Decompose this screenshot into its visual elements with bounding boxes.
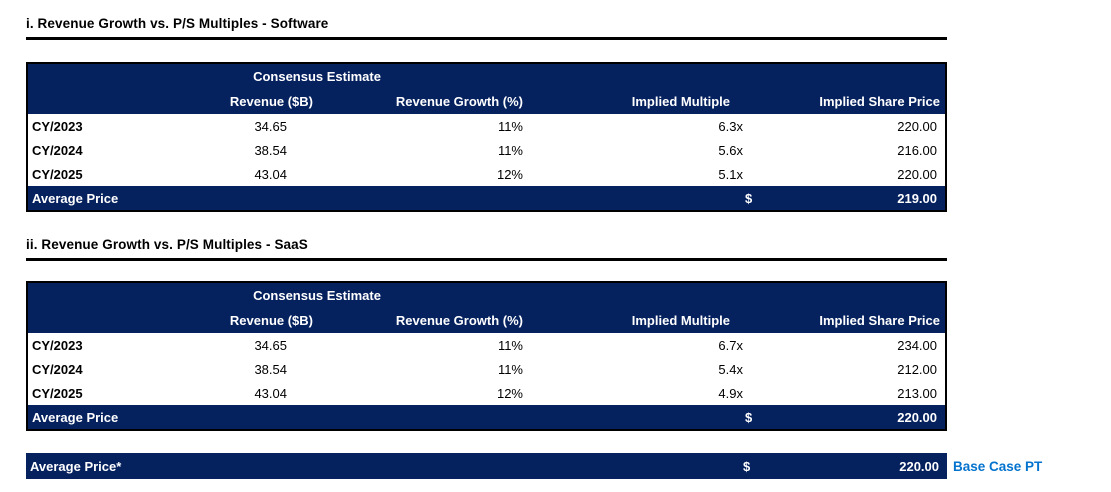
- col-header-multiple: Implied Multiple: [631, 94, 730, 109]
- cell-price: 220.00: [897, 118, 937, 134]
- table-row: CY/2024 38.54 11% 5.6x 216.00: [28, 138, 945, 162]
- col-header-price: Implied Share Price: [819, 94, 940, 109]
- group-header-label: Consensus Estimate: [253, 69, 381, 84]
- average-price-cell: $ 219.00: [745, 191, 945, 206]
- col-header-price: Implied Share Price: [819, 313, 940, 328]
- group-header-row: Consensus Estimate: [28, 64, 945, 89]
- row-label: CY/2025: [32, 385, 83, 401]
- average-price-label: Average Price: [32, 409, 119, 425]
- section-title-software: i. Revenue Growth vs. P/S Multiples - So…: [26, 16, 947, 40]
- blended-average-price-value: 220.00: [899, 458, 939, 474]
- cell-growth: 12%: [496, 385, 523, 401]
- table-row: CY/2025 43.04 12% 5.1x 220.00: [28, 162, 945, 186]
- cell-revenue: 38.54: [254, 142, 287, 158]
- row-label: CY/2023: [32, 118, 83, 134]
- col-header-revenue: Revenue ($B): [229, 94, 313, 109]
- blended-average-price-bar: Average Price* $ 220.00: [26, 453, 947, 479]
- base-case-pt-note: Base Case PT: [953, 458, 1043, 474]
- cell-multiple: 5.6x: [718, 142, 743, 158]
- col-header-multiple: Implied Multiple: [631, 313, 730, 328]
- table-row: CY/2023 34.65 11% 6.3x 220.00: [28, 114, 945, 138]
- cell-revenue: 38.54: [254, 361, 287, 377]
- row-label: CY/2023: [32, 337, 83, 353]
- column-header-row: Revenue ($B) Revenue Growth (%) Implied …: [28, 89, 945, 114]
- section-title-saas: ii. Revenue Growth vs. P/S Multiples - S…: [26, 237, 947, 261]
- average-price-cell: $ 220.00: [745, 410, 945, 425]
- cell-growth: 11%: [497, 142, 523, 158]
- cell-growth: 11%: [497, 118, 523, 134]
- cell-multiple: 6.3x: [718, 118, 743, 134]
- cell-price: 220.00: [897, 166, 937, 182]
- cell-multiple: 4.9x: [718, 385, 743, 401]
- cell-multiple: 6.7x: [718, 337, 743, 353]
- col-header-growth: Revenue Growth (%): [395, 313, 523, 328]
- cell-multiple: 5.1x: [718, 166, 743, 182]
- average-price-label: Average Price: [32, 190, 119, 206]
- row-label: CY/2025: [32, 166, 83, 182]
- average-price-value: 219.00: [897, 190, 937, 206]
- average-price-row: Average Price $ 220.00: [28, 405, 945, 429]
- col-header-growth: Revenue Growth (%): [395, 94, 523, 109]
- currency-symbol: $: [745, 409, 753, 425]
- blended-average-price-row: Average Price* $ 220.00: [26, 453, 947, 479]
- average-price-row: Average Price $ 219.00: [28, 186, 945, 210]
- cell-price: 212.00: [897, 361, 937, 377]
- cell-growth: 11%: [497, 337, 523, 353]
- table-row: CY/2024 38.54 11% 5.4x 212.00: [28, 357, 945, 381]
- cell-price: 234.00: [897, 337, 937, 353]
- software-table: Consensus Estimate Revenue ($B) Revenue …: [26, 62, 947, 212]
- blended-average-price-label: Average Price*: [30, 458, 122, 474]
- currency-symbol: $: [743, 458, 751, 474]
- cell-price: 216.00: [897, 142, 937, 158]
- cell-growth: 12%: [496, 166, 523, 182]
- blended-average-price-cell: $ 220.00: [743, 459, 947, 474]
- col-header-revenue: Revenue ($B): [229, 313, 313, 328]
- column-header-row: Revenue ($B) Revenue Growth (%) Implied …: [28, 308, 945, 333]
- row-label: CY/2024: [32, 142, 83, 158]
- cell-revenue: 34.65: [254, 118, 287, 134]
- cell-multiple: 5.4x: [718, 361, 743, 377]
- currency-symbol: $: [745, 190, 753, 206]
- cell-revenue: 43.04: [254, 385, 287, 401]
- saas-table: Consensus Estimate Revenue ($B) Revenue …: [26, 281, 947, 431]
- group-header-label: Consensus Estimate: [253, 288, 381, 303]
- cell-growth: 11%: [497, 361, 523, 377]
- cell-revenue: 34.65: [254, 337, 287, 353]
- cell-revenue: 43.04: [254, 166, 287, 182]
- cell-price: 213.00: [897, 385, 937, 401]
- group-header-row: Consensus Estimate: [28, 283, 945, 308]
- row-label: CY/2024: [32, 361, 83, 377]
- table-row: CY/2025 43.04 12% 4.9x 213.00: [28, 381, 945, 405]
- table-row: CY/2023 34.65 11% 6.7x 234.00: [28, 333, 945, 357]
- average-price-value: 220.00: [897, 409, 937, 425]
